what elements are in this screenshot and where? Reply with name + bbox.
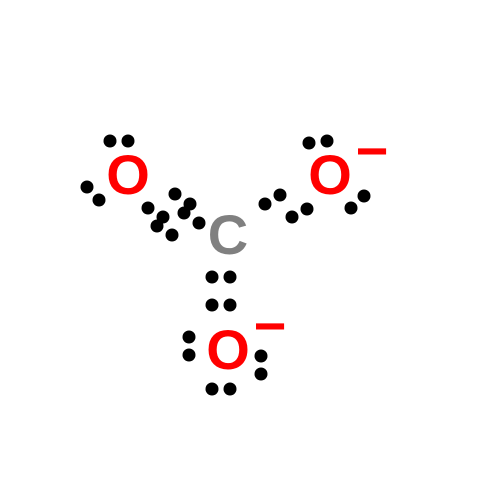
lewis-structure-canvas: COOO−−: [0, 0, 500, 500]
electron-dot: [224, 299, 237, 312]
electron-dot: [104, 135, 117, 148]
electron-dot: [193, 217, 206, 230]
atom-o3: O: [206, 322, 250, 378]
electron-dot: [345, 202, 358, 215]
electron-dot: [224, 383, 237, 396]
electron-dot: [303, 137, 316, 150]
electron-dot: [142, 202, 155, 215]
electron-dot: [166, 229, 179, 242]
atom-c: C: [208, 207, 248, 263]
electron-dot: [183, 331, 196, 344]
electron-dot: [206, 271, 219, 284]
electron-dot: [206, 299, 219, 312]
electron-dot: [93, 194, 106, 207]
electron-dot: [321, 135, 334, 148]
electron-dot: [286, 211, 299, 224]
electron-dot: [274, 189, 287, 202]
electron-dot: [301, 203, 314, 216]
electron-dot: [224, 271, 237, 284]
electron-dot: [178, 207, 191, 220]
electron-dot: [255, 350, 268, 363]
atom-o2: O: [308, 147, 352, 203]
electron-dot: [122, 135, 135, 148]
electron-dot: [206, 383, 219, 396]
electron-dot: [255, 368, 268, 381]
electron-dot: [81, 181, 94, 194]
charge-o2: −: [356, 123, 389, 179]
electron-dot: [151, 220, 164, 233]
charge-o3: −: [254, 298, 287, 354]
electron-dot: [358, 190, 371, 203]
atom-o1: O: [106, 147, 150, 203]
electron-dot: [169, 188, 182, 201]
electron-dot: [259, 198, 272, 211]
electron-dot: [183, 349, 196, 362]
